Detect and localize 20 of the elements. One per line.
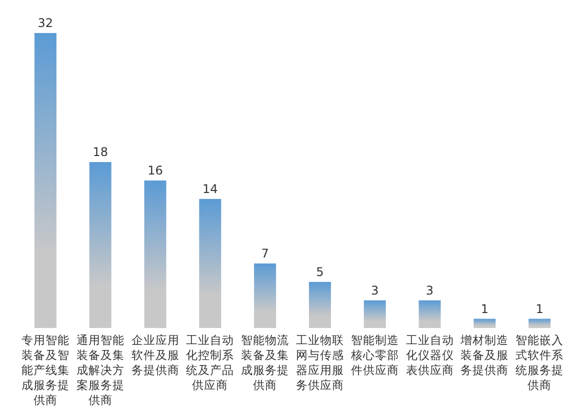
data-label: 7 [261, 246, 269, 260]
data-label: 1 [480, 302, 488, 316]
x-tick-label: 智能物流装备及集成服务提供商 [241, 333, 290, 392]
x-tick-label: 工业物联网与传感器应用服务供应商 [296, 333, 344, 392]
data-label: 14 [202, 182, 218, 196]
x-tick-label: 专用智能装备及智能产线集成服务提供商 [21, 333, 70, 407]
data-label: 18 [92, 145, 108, 160]
x-tick-label: 工业自动化仪器仪表供应商 [406, 333, 454, 377]
x-tick-label: 工业自动化控制系统及产品供应商 [186, 333, 234, 392]
data-label: 3 [371, 283, 379, 298]
x-tick-label: 企业应用软件及服务提供商 [131, 333, 180, 377]
data-label: 16 [148, 164, 163, 178]
x-tick-label: 智能制造核心零部件供应商 [350, 333, 399, 377]
data-label: 3 [426, 283, 434, 298]
data-label: 5 [316, 264, 324, 279]
data-label: 32 [38, 16, 54, 30]
x-tick-label: 增材制造装备及服务提供商 [460, 333, 509, 377]
data-label: 1 [536, 302, 544, 316]
x-tick-label: 通用智能装备及集成解决方案服务提供商 [76, 333, 124, 407]
x-tick-label: 智能嵌入式软件系统服务提供商 [516, 333, 564, 392]
